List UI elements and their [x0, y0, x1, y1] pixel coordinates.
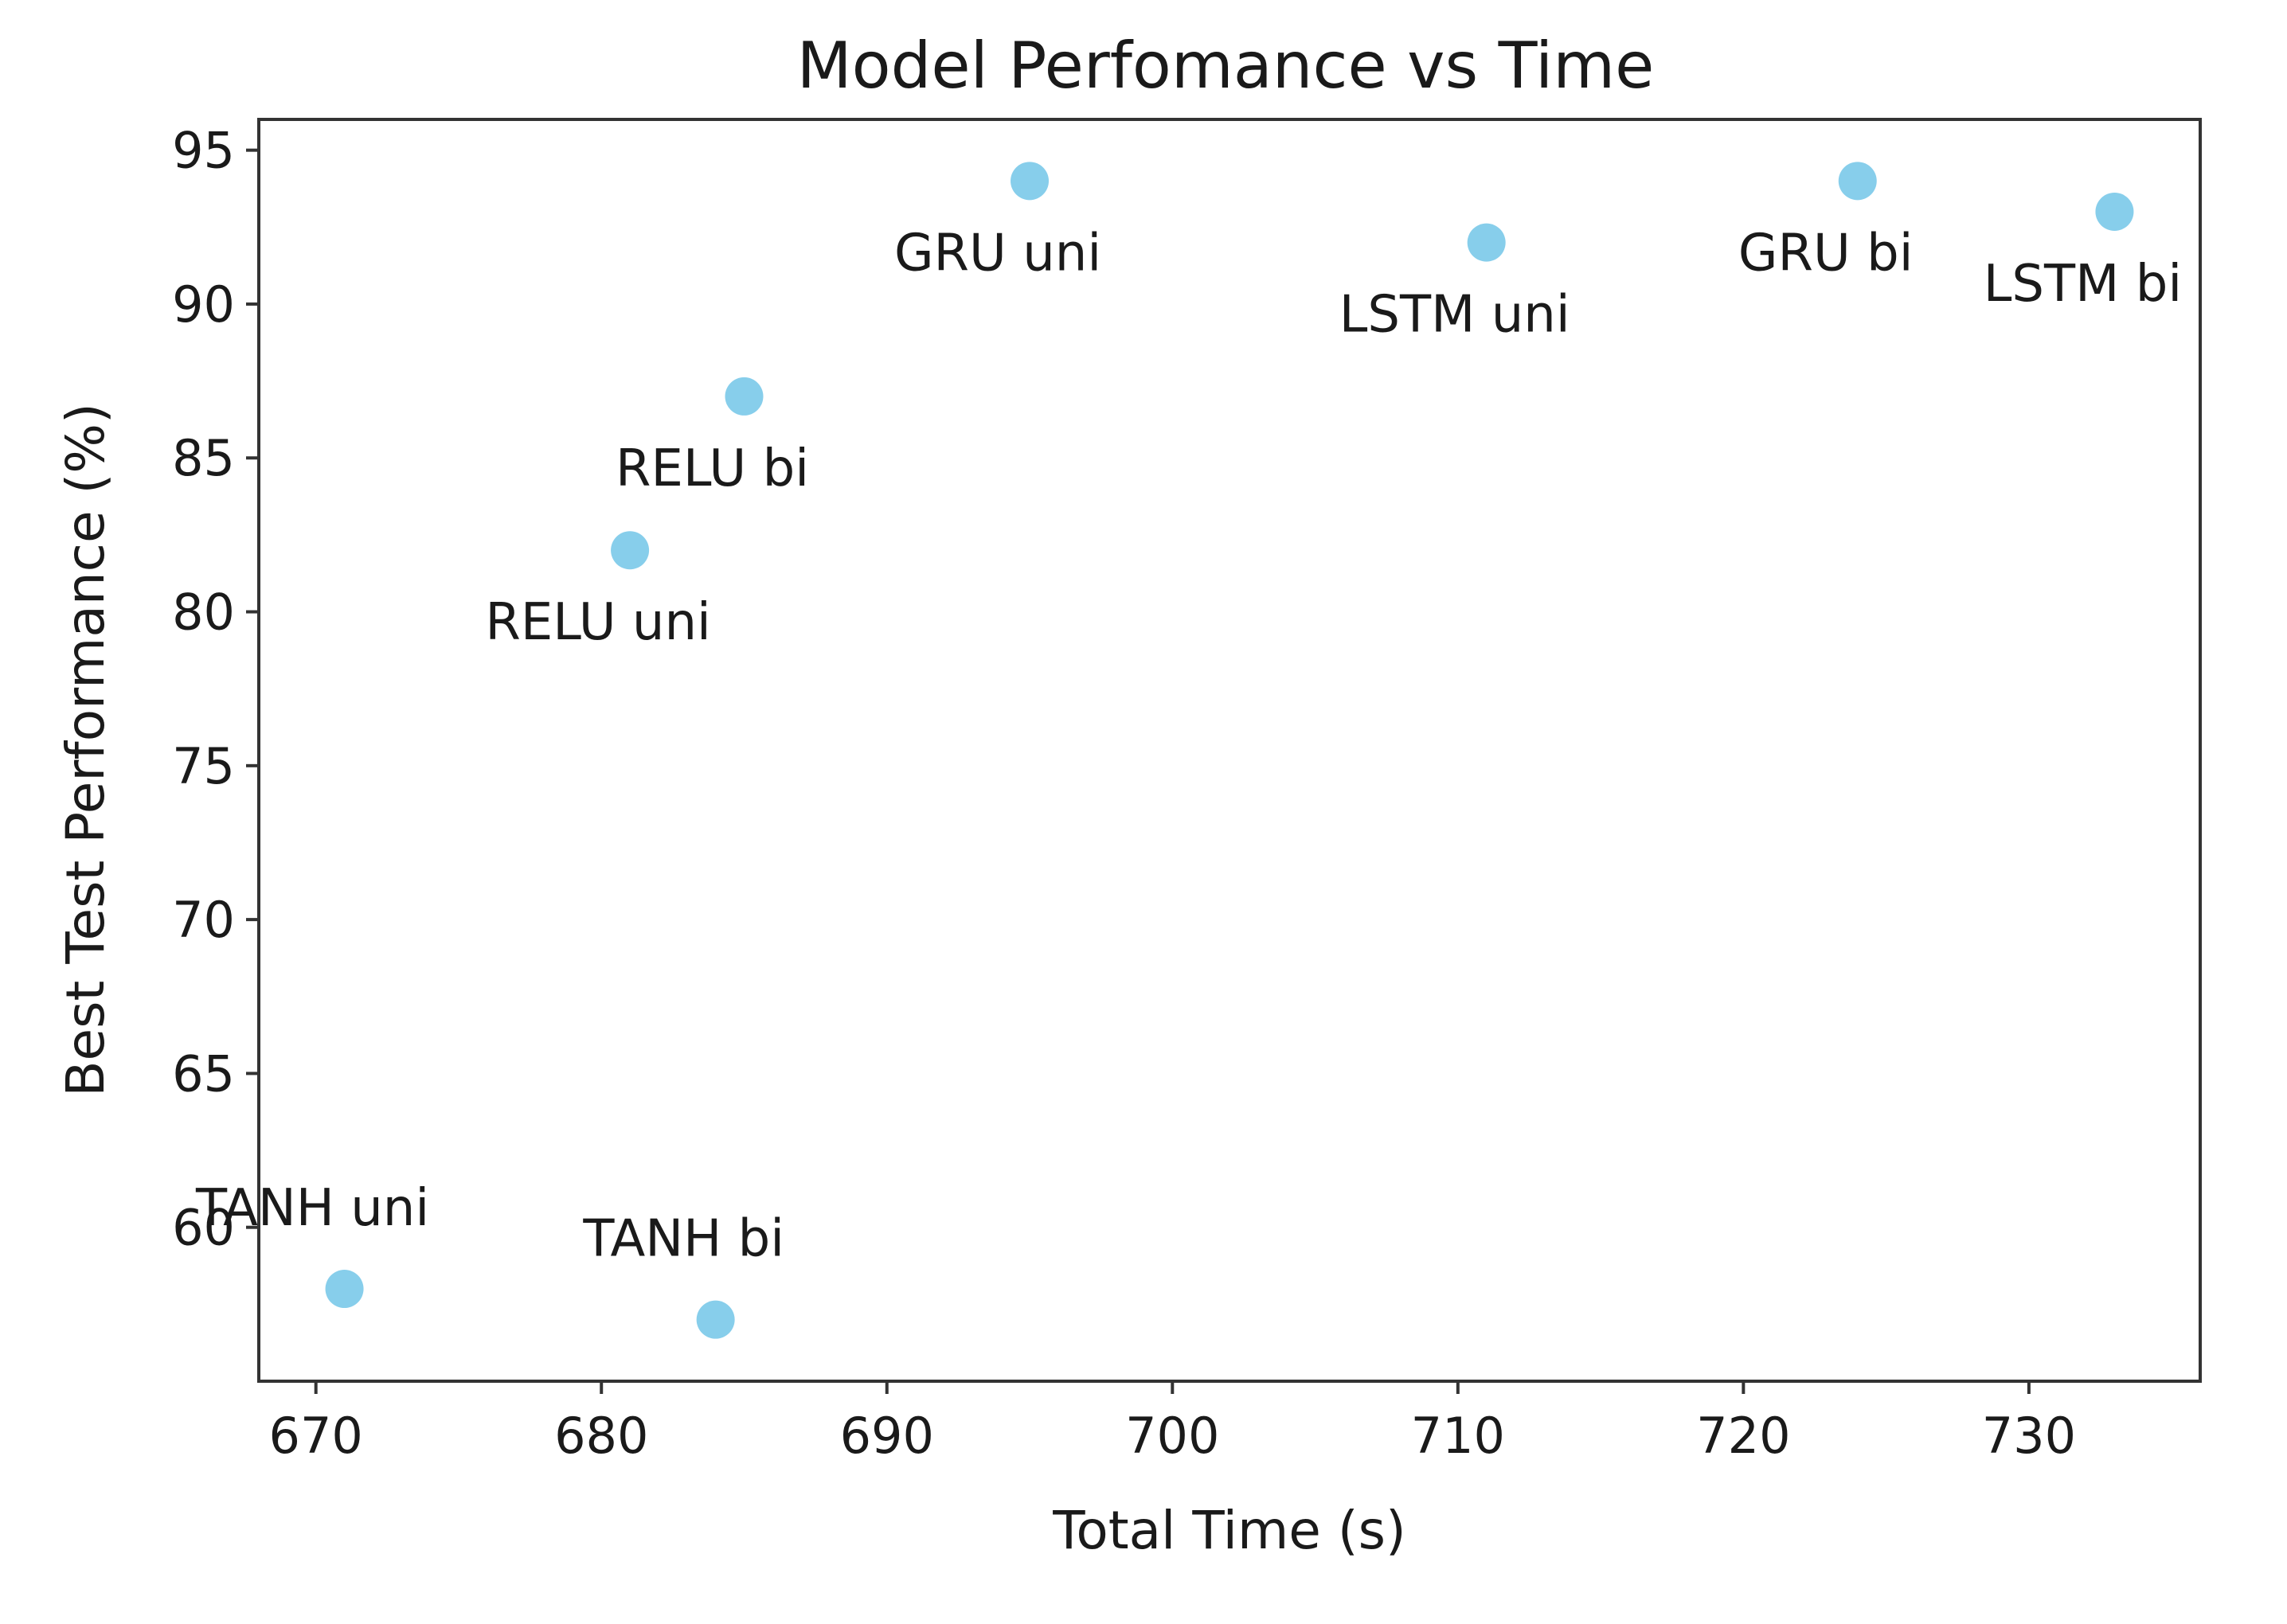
data-point: [1011, 162, 1050, 201]
axis-ticks: 670 680 690 700 710 720 730 60 65 70 75 80 85 90 95: [172, 122, 2076, 1465]
data-point: [611, 531, 650, 570]
data-point: [325, 1270, 364, 1309]
x-tick-label: 710: [1411, 1407, 1505, 1465]
x-tick-label: 700: [1125, 1407, 1219, 1465]
x-axis-label: Total Time (s): [1052, 1500, 1406, 1561]
data-point-label: LSTM bi: [1984, 255, 2182, 314]
data-point-label: TANH uni: [195, 1179, 429, 1238]
data-point: [725, 377, 764, 416]
x-tick-label: 730: [1982, 1407, 2076, 1465]
data-point-label: TANH bi: [582, 1210, 784, 1269]
x-tick-label: 720: [1696, 1407, 1790, 1465]
y-tick-label: 85: [172, 429, 235, 487]
data-point-label: RELU bi: [616, 439, 809, 498]
plot-frame: [257, 118, 2202, 1383]
y-tick-label: 75: [172, 737, 235, 795]
data-point-label: LSTM uni: [1339, 286, 1570, 345]
data-point-label: RELU uni: [485, 593, 710, 652]
y-tick-label: 80: [172, 584, 235, 642]
chart-title: Model Perfomance vs Time: [797, 29, 1655, 103]
data-point-label: GRU bi: [1738, 224, 1914, 283]
y-tick-label: 90: [172, 275, 235, 334]
data-point: [1467, 223, 1506, 262]
y-tick-label: 95: [172, 122, 235, 180]
y-tick-label: 60: [172, 1199, 235, 1257]
x-tick-label: 680: [554, 1407, 648, 1465]
data-point-label: GRU uni: [894, 224, 1101, 283]
y-tick-label: 70: [172, 891, 235, 949]
x-tick-label: 690: [840, 1407, 934, 1465]
y-axis-label: Best Test Performance (%): [55, 403, 116, 1097]
x-tick-label: 670: [269, 1407, 363, 1465]
data-points: TANH uni TANH bi RELU uni RELU bi GRU uni LST…: [195, 162, 2182, 1339]
data-point: [2095, 192, 2134, 231]
data-point: [696, 1300, 735, 1339]
data-point: [1838, 162, 1877, 201]
y-tick-label: 65: [172, 1044, 235, 1103]
